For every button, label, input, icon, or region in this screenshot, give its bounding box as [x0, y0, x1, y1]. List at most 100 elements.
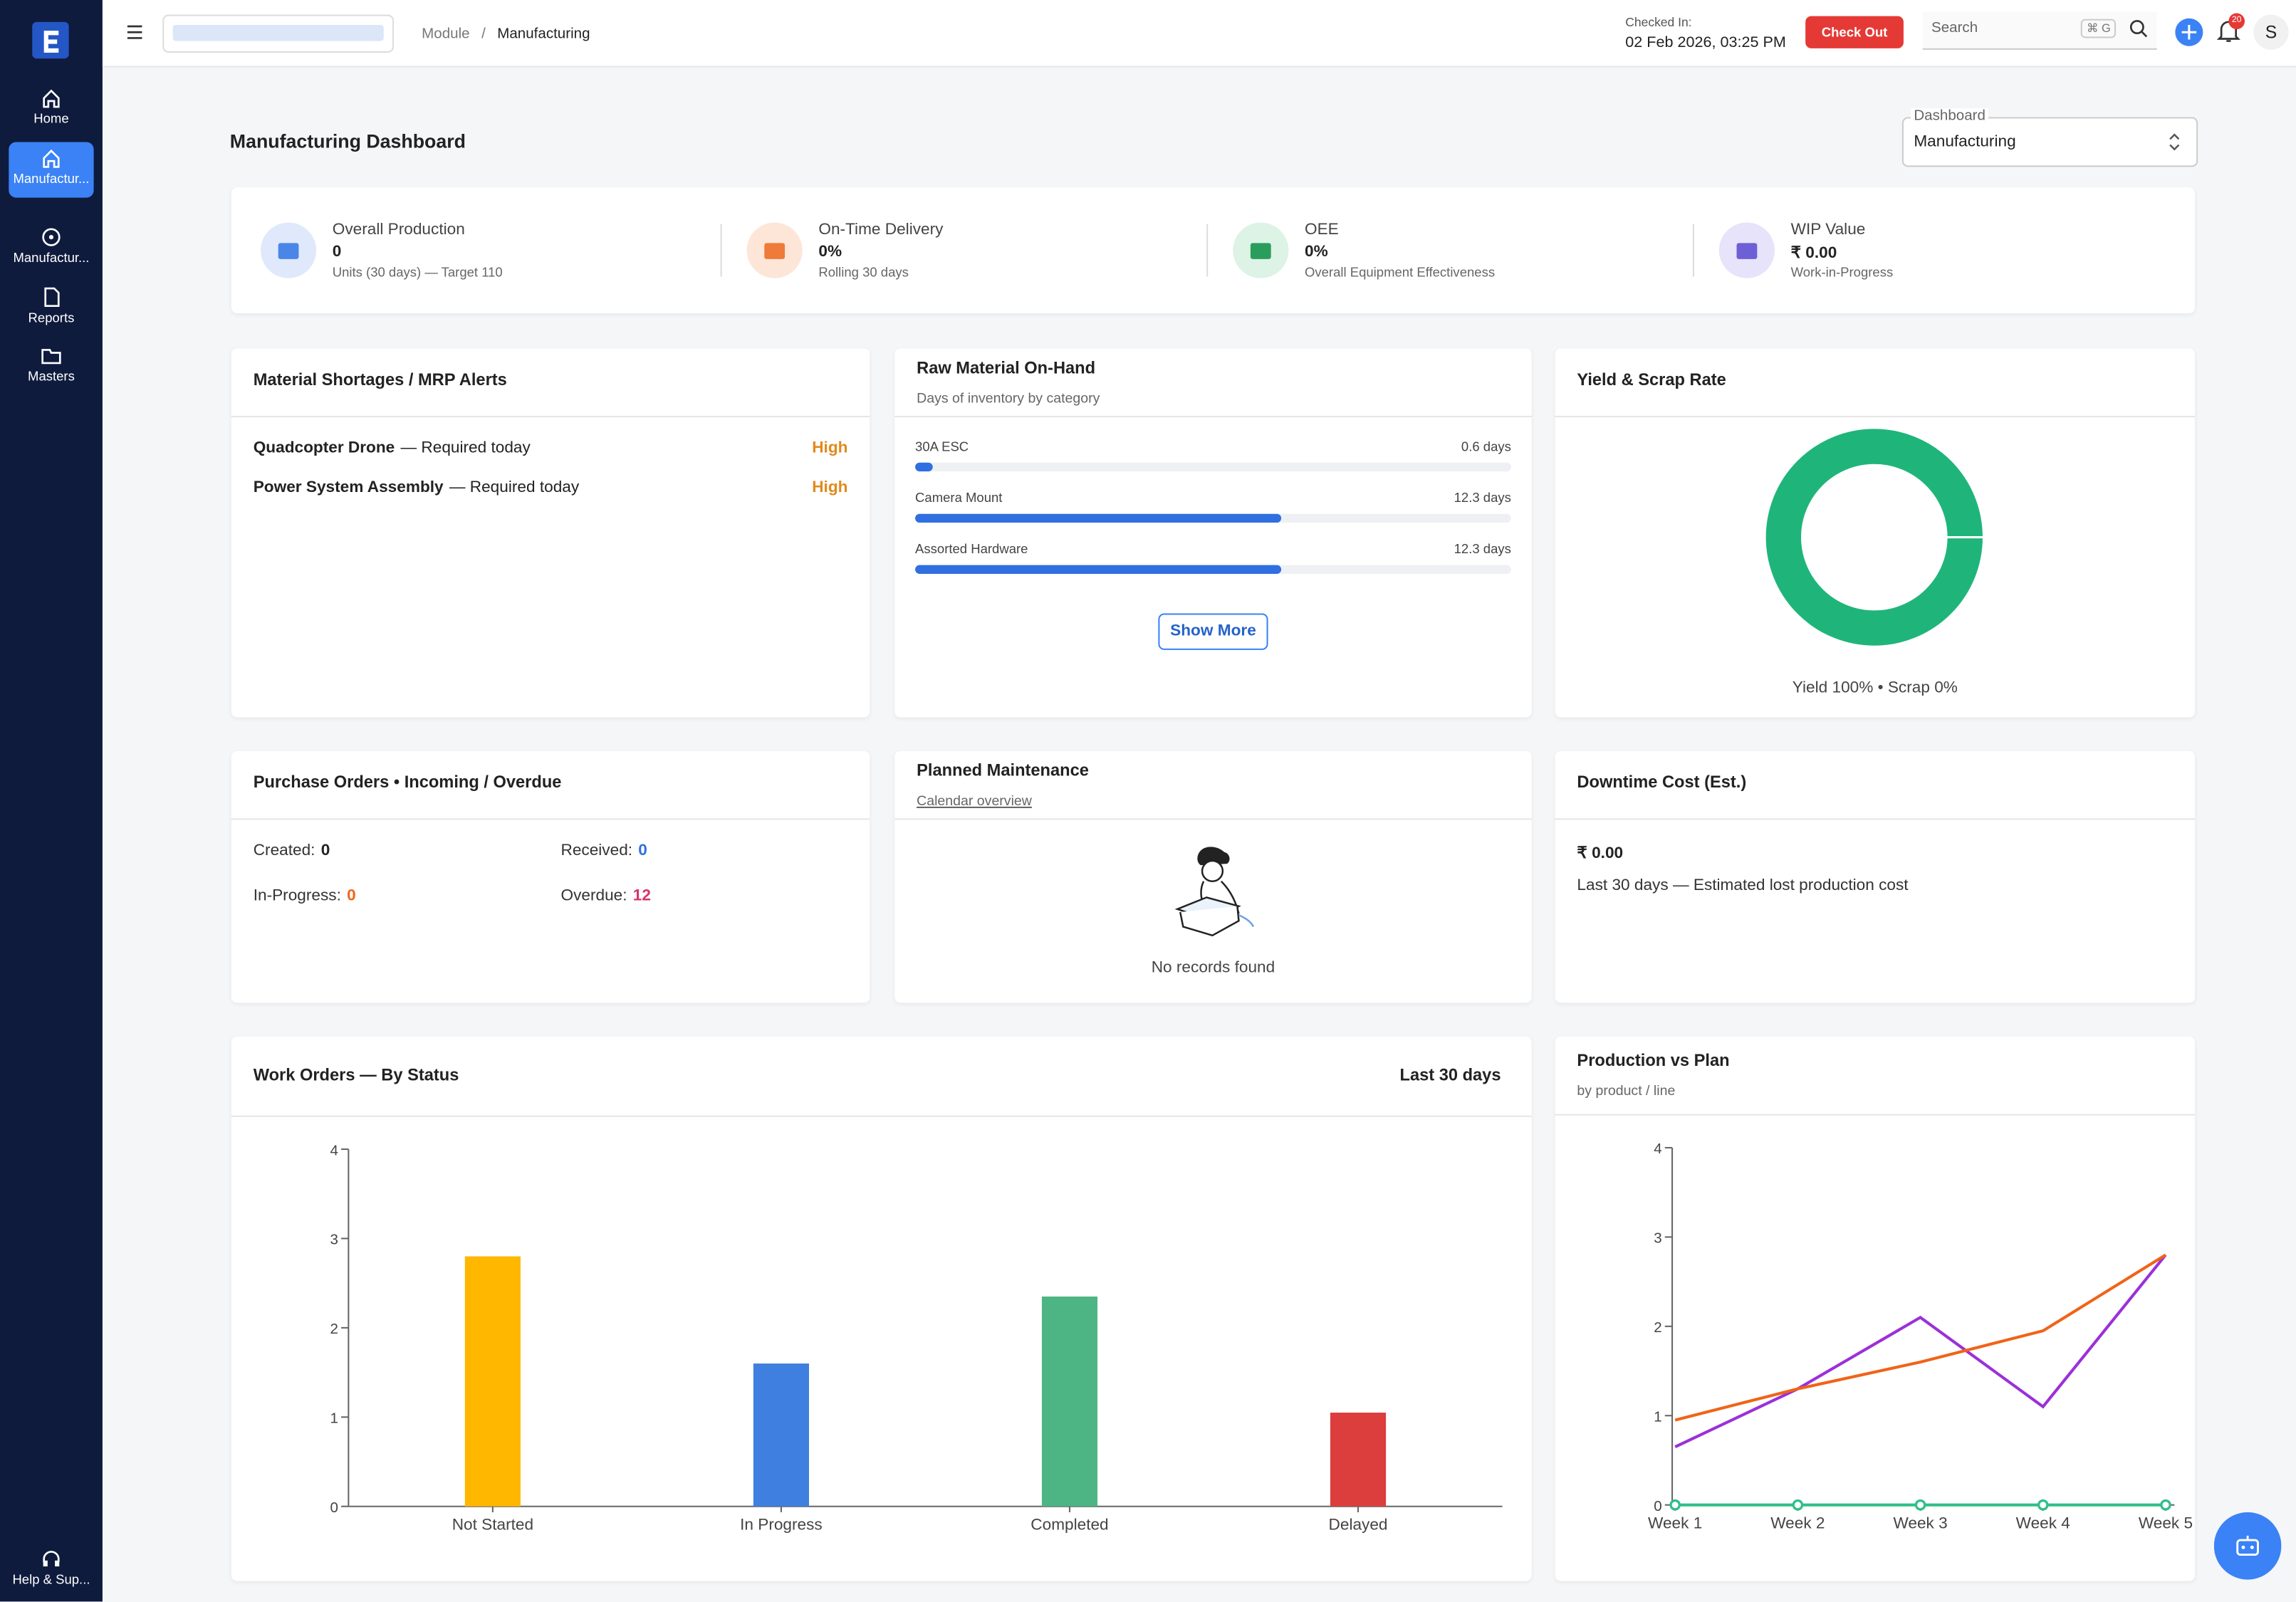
material-days: 0.6 days — [1461, 439, 1511, 454]
nav-item[interactable]: Manufactur... — [9, 142, 94, 198]
card-title: Yield & Scrap Rate — [1577, 372, 1726, 389]
nav-label: Home — [33, 111, 69, 126]
menu-icon[interactable] — [126, 23, 144, 41]
card-title: Material Shortages / MRP Alerts — [253, 372, 507, 389]
material-days: 12.3 days — [1454, 490, 1511, 506]
kpi-icon — [260, 222, 317, 278]
production-card: Production vs Plan by product / line — [1555, 1036, 2196, 1581]
po-value: 12 — [632, 886, 651, 905]
raw-material-card: Raw Material On-Hand Days of inventory b… — [894, 348, 1532, 718]
page-title: Manufacturing Dashboard — [229, 130, 466, 152]
po-value: 0 — [347, 886, 356, 905]
avatar[interactable]: S — [2253, 14, 2289, 50]
downtime-value: ₹ 0.00 — [1577, 844, 1624, 863]
po-value: 0 — [320, 842, 330, 859]
kpi-value: ₹ 0.00 — [1790, 244, 1837, 263]
card-subtitle: by product / line — [1577, 1083, 1676, 1100]
crumb: Manufacturing — [497, 26, 590, 43]
kpi-icon — [1233, 222, 1289, 278]
period-label: Last 30 days — [1399, 1067, 1501, 1085]
kpi-icon — [1718, 222, 1775, 278]
downtime-note: Last 30 days — Estimated lost production… — [1577, 876, 1909, 895]
po-stat: Created: 0 — [254, 842, 330, 859]
nav-item[interactable]: Reports — [9, 281, 93, 337]
card-subtitle: Days of inventory by category — [917, 390, 1100, 407]
maintenance-card: Planned Maintenance Calendar overview No… — [894, 750, 1532, 1003]
kpi-label: Overall Production — [332, 221, 465, 239]
po-label: Created: — [253, 842, 315, 859]
card-title: Downtime Cost (Est.) — [1577, 774, 1747, 792]
kpi-icon — [746, 222, 803, 278]
nav-label: Reports — [28, 310, 75, 325]
po-value: 0 — [638, 842, 647, 859]
check-out-button[interactable]: Check Out — [1805, 16, 1904, 48]
nav-label: Manufactur... — [13, 171, 90, 187]
kpi-divider — [1206, 224, 1209, 277]
chat-bot-button[interactable] — [2213, 1512, 2282, 1580]
kpi-note: Work-in-Progress — [1790, 265, 1894, 280]
kpi-divider — [1692, 224, 1694, 277]
card-title: Purchase Orders • Incoming / Overdue — [253, 774, 562, 792]
header: Module / Manufacturing Checked In: 02 Feb … — [102, 0, 2296, 68]
alert-row: Power System Assembly — Required today — [254, 478, 579, 496]
select-label: Dashboard — [1911, 108, 1989, 125]
breadcrumb: Module / Manufacturing — [422, 26, 590, 43]
material-bar — [915, 462, 934, 472]
kpi-value: 0 — [332, 243, 342, 261]
logo[interactable] — [32, 21, 69, 59]
material-days: 12.3 days — [1454, 541, 1511, 557]
select-value: Manufacturing — [1914, 133, 2016, 151]
help[interactable]: Help & Sup... — [9, 1543, 93, 1598]
kpi-note: Overall Equipment Effectiveness — [1304, 265, 1496, 280]
kpi-label: On-Time Delivery — [818, 221, 944, 239]
po-label: Overdue: — [560, 886, 627, 905]
alert-item: Quadcopter Drone — [253, 439, 395, 457]
purchase-orders-card: Purchase Orders • Incoming / Overdue Cre… — [231, 750, 870, 1003]
nav-item[interactable]: Manufactur... — [9, 221, 93, 276]
work-orders-card: Work Orders — By Status Last 30 days — [231, 1036, 1532, 1581]
notification-badge: 20 — [2228, 13, 2245, 30]
kpi-label: OEE — [1304, 221, 1339, 239]
material-name: 30A ESC — [915, 439, 969, 454]
material-name: Camera Mount — [915, 490, 1003, 506]
sidebar: Home Manufactur... Manufactur... Reports… — [0, 0, 103, 1602]
nav-label: Manufactur... — [13, 250, 90, 266]
add-button[interactable] — [2174, 18, 2203, 47]
alert-priority: High — [812, 478, 848, 497]
material-name: Assorted Hardware — [915, 541, 1028, 557]
po-stat: In-Progress: 0 — [254, 887, 356, 905]
card-title: Raw Material On-Hand — [917, 360, 1096, 378]
nav-item[interactable]: Masters — [9, 340, 93, 395]
alert-priority: High — [812, 439, 848, 457]
nav-label: Masters — [28, 369, 75, 384]
empty-illustration — [1174, 847, 1255, 937]
material-bar — [915, 513, 1282, 523]
card-subtitle[interactable]: Calendar overview — [917, 793, 1032, 810]
show-more-button[interactable]: Show More — [1158, 613, 1268, 650]
donut-caption: Yield 100% • Scrap 0% — [1792, 679, 1958, 697]
card-title: Production vs Plan — [1577, 1052, 1730, 1071]
empty-text: No records found — [1151, 958, 1275, 977]
checked-in-time: 02 Feb 2026, 03:25 PM — [1625, 33, 1786, 51]
nav-item[interactable]: Home — [9, 82, 93, 137]
material-bar — [915, 565, 1282, 574]
shortages-card: Material Shortages / MRP Alerts Quadcopt… — [231, 348, 870, 718]
checked-in-label: Checked In: — [1625, 14, 1692, 30]
crumb[interactable]: Module — [422, 26, 470, 43]
kpi-label: WIP Value — [1790, 221, 1866, 239]
company-select[interactable] — [162, 14, 395, 53]
yield-card: Yield & Scrap Rate Yield 100% • Scrap 0% — [1555, 348, 2196, 718]
shortcut: ⌘ G — [2080, 19, 2117, 38]
help-label: Help & Sup... — [12, 1572, 90, 1587]
bar-track — [915, 462, 1511, 472]
kpi-divider — [720, 224, 722, 277]
alert-item: Power System Assembly — [253, 478, 444, 497]
po-label: In-Progress: — [253, 886, 341, 905]
dashboard-select[interactable]: Dashboard Manufacturing — [1901, 108, 2198, 167]
kpi-card: Overall Production 0 Units (30 days) — Tar… — [231, 187, 2196, 314]
search-box[interactable]: Search ⌘ G — [1922, 11, 2157, 50]
alert-due: — Required today — [400, 439, 531, 457]
card-title: Work Orders — By Status — [253, 1067, 459, 1085]
po-label: Received: — [560, 842, 633, 859]
